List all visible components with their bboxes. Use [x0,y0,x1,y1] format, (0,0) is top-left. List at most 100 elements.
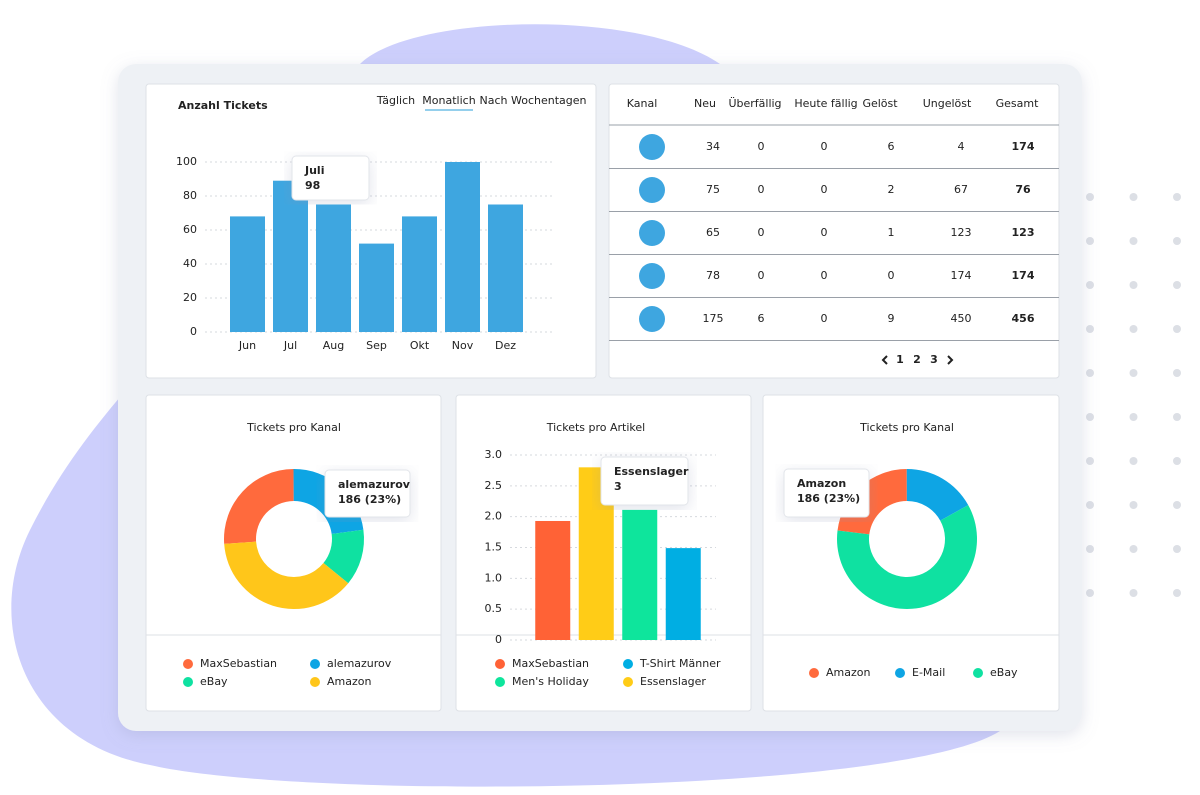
tooltip-title: Amazon [797,477,846,490]
table-cell: 0 [821,312,828,325]
table-cell: 0 [758,183,765,196]
x-tick-label: Sep [366,339,387,352]
decor-dot [1173,369,1181,377]
table-cell: 0 [758,140,765,153]
channel-icon [639,134,665,160]
page-prev[interactable] [881,355,888,365]
tooltip-title: alemazurov [338,478,411,491]
x-tick-label: Aug [323,339,344,352]
table-cell: 450 [951,312,972,325]
decor-dot [1086,281,1094,289]
donut-segment [224,469,294,544]
page-next[interactable] [947,355,954,365]
table-cell: 76 [1015,183,1031,196]
card [762,394,1060,712]
x-tick-label: Jun [238,339,256,352]
decor-dot [1086,413,1094,421]
tooltip-value: 98 [305,179,320,192]
channel-icon [639,177,665,203]
legend-label: Men's Holiday [512,675,589,688]
table-cell: 67 [954,183,968,196]
legend-swatch [310,659,320,669]
bar [535,520,571,640]
decor-dot [1173,457,1181,465]
decor-dot [1086,589,1094,597]
decor-dot [1129,237,1138,245]
table-cell: 0 [758,269,765,282]
decor-dot [1129,413,1138,421]
table-cell: 456 [1012,312,1035,325]
y-tick-label: 40 [183,257,197,270]
bar [665,548,701,640]
y-tick-label: 80 [183,189,197,202]
page-number[interactable]: 2 [913,353,921,366]
y-tick-label: 1.0 [485,571,503,584]
table-cell: 0 [821,140,828,153]
chart-title: Tickets pro Artikel [546,421,645,434]
donut-segment [323,529,365,584]
decor-dot [1173,413,1181,421]
bar [445,162,480,332]
legend-swatch [183,659,193,669]
y-tick-label: 2.5 [485,479,503,492]
bar [359,243,394,332]
tooltip [600,456,689,506]
decor-dot [1086,457,1094,465]
legend-label: MaxSebastian [512,657,589,670]
table-cell: 0 [888,269,895,282]
chart-title: Tickets pro Kanal [859,421,954,434]
table-cell: 175 [703,312,724,325]
table-cell: 174 [1012,269,1035,282]
table-cell: 2 [888,183,895,196]
tab[interactable]: Täglich [376,94,415,107]
decor-dot [1129,501,1138,509]
tooltip-value: 186 (23%) [797,492,860,505]
decor-dot [1086,369,1094,377]
decor-dot [1129,545,1138,553]
donut-segment [906,469,969,521]
table-cell: 6 [758,312,765,325]
table-cell: 0 [821,183,828,196]
bar [488,204,523,332]
bar [402,216,437,332]
page-number[interactable]: 3 [930,353,938,366]
tooltip-title: Essenslager [614,465,689,478]
card [608,83,1060,379]
tab[interactable]: Nach Wochentagen [480,94,587,107]
table-cell: 65 [706,226,720,239]
table-cell: 78 [706,269,720,282]
table-cell: 75 [706,183,720,196]
decor-dot [1173,545,1181,553]
donut-segment [224,541,349,609]
y-tick-label: 0 [495,633,502,646]
legend-swatch [495,677,505,687]
decor-dot [1173,281,1181,289]
tooltip [291,155,370,201]
table-header: Gelöst [862,97,898,110]
table-header: Ungelöst [923,97,972,110]
legend-label: alemazurov [327,657,392,670]
decor-dot [1129,369,1138,377]
y-tick-label: 100 [176,155,197,168]
card [145,83,597,379]
decor-dot [1173,237,1181,245]
tab[interactable]: Monatlich [422,94,475,107]
page-number[interactable]: 1 [896,353,904,366]
table-cell: 1 [888,226,895,239]
table-cell: 0 [758,226,765,239]
table-header: Überfällig [728,97,781,110]
y-tick-label: 2.0 [485,510,503,523]
decor-dot [1129,281,1138,289]
bar [273,180,308,332]
legend-swatch [310,677,320,687]
y-tick-label: 3.0 [485,448,503,461]
donut-segment [837,505,978,609]
tooltip [783,468,870,518]
legend-swatch [183,677,193,687]
tooltip-value: 186 (23%) [338,493,401,506]
decor-dots [1086,193,1181,597]
table-cell: 6 [888,140,895,153]
legend-label: Amazon [826,666,870,679]
legend-label: E-Mail [912,666,945,679]
